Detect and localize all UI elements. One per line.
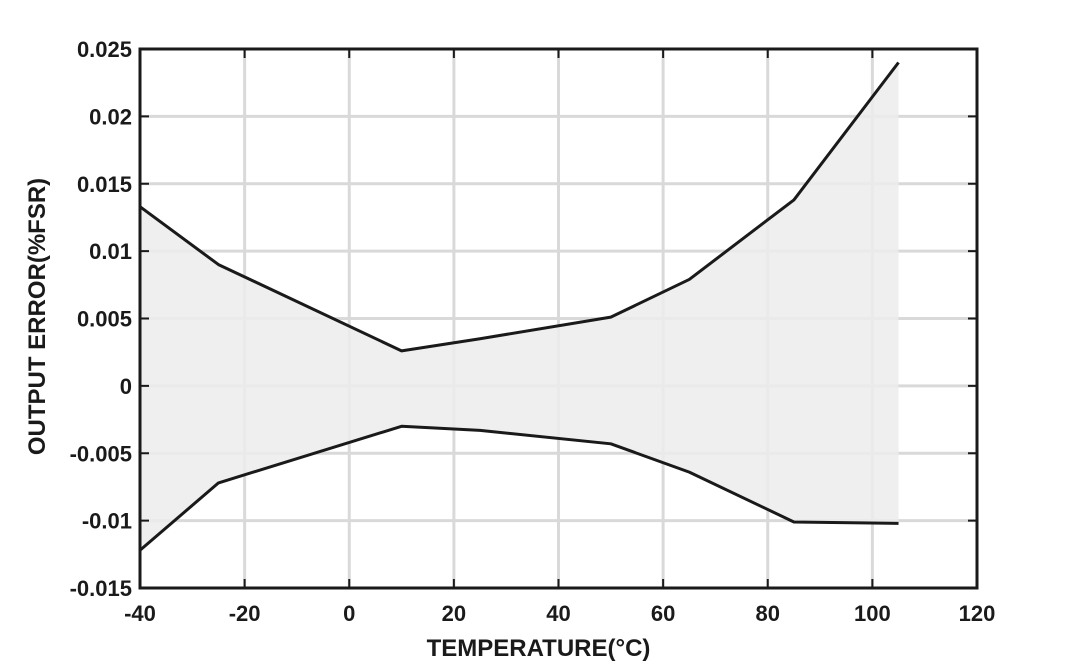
x-tick-label: 20 — [442, 601, 466, 626]
x-tick-label: 60 — [651, 601, 675, 626]
series-lines — [139, 61, 900, 552]
x-tick-label: 100 — [854, 601, 891, 626]
y-tick-label: 0.02 — [89, 104, 132, 129]
y-tick-label: -0.01 — [82, 509, 132, 534]
y-tick-label: -0.015 — [70, 576, 132, 601]
x-tick-label: -20 — [229, 601, 261, 626]
y-axis-title: OUTPUT ERROR(%FSR) — [24, 178, 51, 455]
x-tick-label: 0 — [343, 601, 355, 626]
y-tick-label: 0.015 — [77, 172, 132, 197]
error-band-area — [140, 62, 899, 551]
x-tick-label: 40 — [546, 601, 570, 626]
y-tick-label: 0.01 — [89, 239, 132, 264]
tick-marks — [139, 48, 978, 589]
x-axis-title: TEMPERATURE(°C) — [427, 635, 651, 662]
y-tick-label: 0 — [120, 374, 132, 399]
y-tick-label: 0.025 — [77, 37, 132, 62]
x-tick-labels: -40 -20 0 20 40 60 80 100 120 — [124, 601, 995, 626]
y-tick-labels: -0.015 -0.01 -0.005 0 0.005 0.01 0.015 0.02 0.02… — [70, 37, 132, 601]
upper-limit-line — [139, 61, 900, 353]
x-tick-label: -40 — [124, 601, 156, 626]
x-tick-label: 120 — [959, 601, 996, 626]
y-tick-label: -0.005 — [70, 441, 132, 466]
lower-limit-line — [139, 424, 899, 552]
x-tick-label: 80 — [756, 601, 780, 626]
y-tick-label: 0.005 — [77, 307, 132, 332]
